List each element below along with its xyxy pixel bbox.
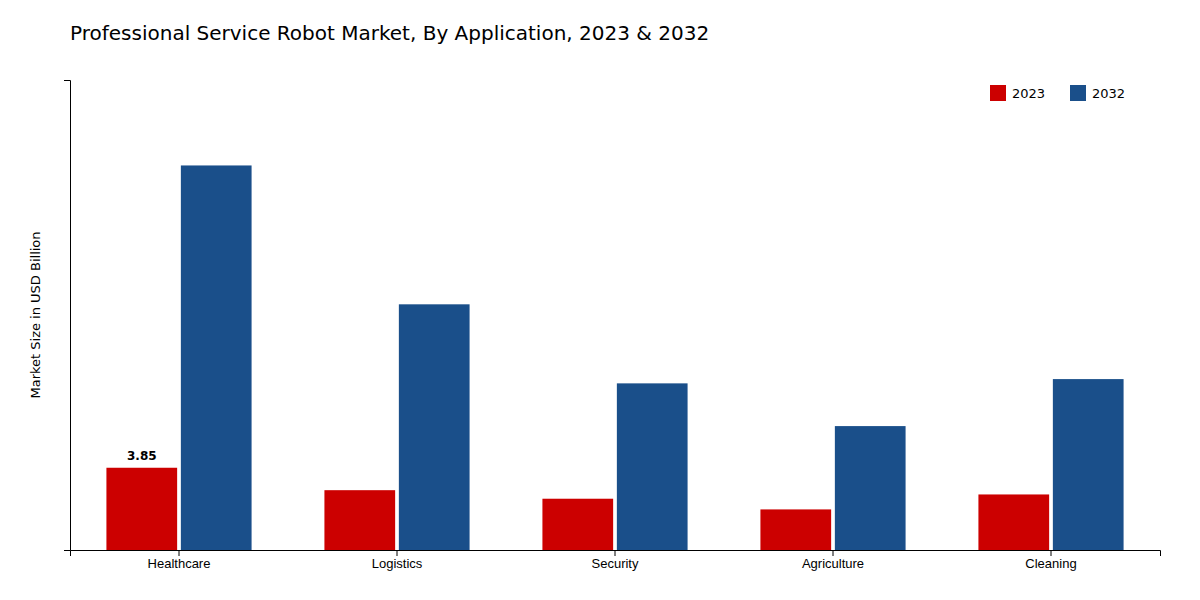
x-tick: Agriculture <box>802 550 864 571</box>
x-tick-mark <box>833 550 834 556</box>
x-tick-label: Agriculture <box>802 556 864 571</box>
bar <box>760 509 831 550</box>
bar <box>399 304 470 550</box>
legend-item: 2032 <box>1070 85 1125 101</box>
legend-label: 2032 <box>1092 86 1125 101</box>
bar <box>978 494 1049 550</box>
bar <box>542 499 613 550</box>
chart: Healthcare Logistics Security Agriculture Cl… <box>0 0 1200 600</box>
x-tick-mark <box>179 550 180 556</box>
x-tick: Healthcare <box>148 550 211 571</box>
x-tick: Logistics <box>372 550 423 571</box>
x-tick-label: Security <box>592 556 639 571</box>
x-tick: Security <box>592 550 639 571</box>
legend-item: 2023 <box>990 85 1045 101</box>
annotation: 3.85 <box>127 449 157 463</box>
bar <box>1053 379 1124 550</box>
bars <box>106 165 1123 550</box>
x-axis-line <box>71 551 1161 557</box>
bar <box>106 468 177 550</box>
y-axis <box>64 81 71 551</box>
legend-swatch <box>1070 85 1086 101</box>
title: Professional Service Robot Market, By Ap… <box>70 21 709 45</box>
legend-swatch <box>990 85 1006 101</box>
legend: 2023 2032 <box>990 85 1125 101</box>
x-tick-label: Logistics <box>372 556 423 571</box>
bar <box>617 383 688 550</box>
series <box>181 165 1124 550</box>
bar <box>181 165 252 550</box>
x-axis: Healthcare Logistics Security Agriculture Cl… <box>71 550 1161 571</box>
plot: Healthcare Logistics Security Agriculture Cl… <box>28 81 1161 572</box>
bar <box>835 426 906 550</box>
legend-label: 2023 <box>1012 86 1045 101</box>
x-tick-mark <box>615 550 616 556</box>
x-tick: Cleaning <box>1025 550 1076 571</box>
x-tick-mark <box>1051 550 1052 556</box>
x-tick-label: Cleaning <box>1025 556 1076 571</box>
y-axis-line <box>64 81 71 551</box>
y-label: Market Size in USD Billion <box>28 231 43 398</box>
x-tick-mark <box>397 550 398 556</box>
bar <box>324 490 395 550</box>
x-tick-label: Healthcare <box>148 556 211 571</box>
